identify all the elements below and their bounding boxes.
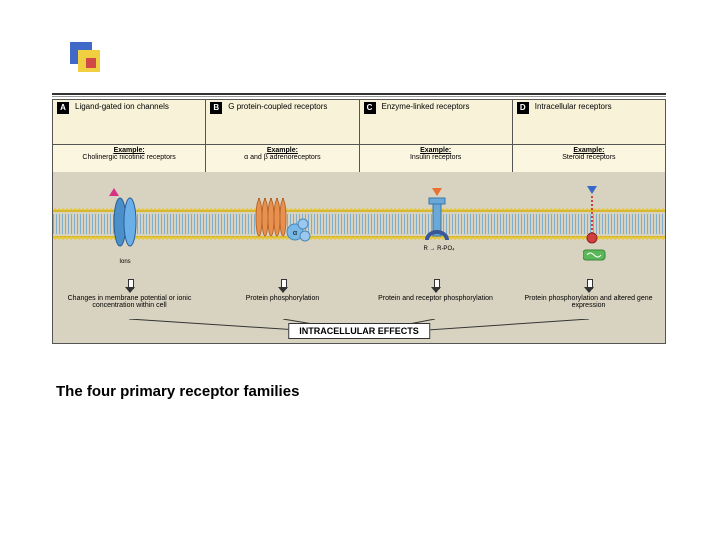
ions-label: Ions [111,259,139,265]
header-row: A Ligand-gated ion channels B G protein-… [53,100,665,144]
ligand-icon [432,188,442,196]
ligand-icon [109,188,119,196]
panel-letter: C [364,102,376,114]
example-label: Example: [55,147,203,154]
down-arrow-icon [278,279,288,293]
example-label: Example: [208,147,356,154]
logo-square-front [86,58,96,68]
gpcr-icon: α [253,190,313,255]
lipid-bilayer [53,210,665,238]
example-cell: Example: Steroid receptors [513,145,665,172]
panel-title: Intracellular receptors [517,102,661,111]
divider-thick [52,93,666,95]
down-arrow-icon [584,279,594,293]
example-text: Insulin receptors [362,154,510,161]
membrane-line-top [53,210,665,212]
example-label: Example: [515,147,663,154]
membrane-area: Ions α [53,172,665,277]
effect-cell: Changes in membrane potential or ionic c… [53,277,206,325]
divider-thin [52,96,666,97]
receptor-diagram: A Ligand-gated ion channels B G protein-… [52,99,666,344]
panel-letter: B [210,102,222,114]
example-text: α and β adrenoreceptors [208,154,356,161]
panel-title: Ligand-gated ion channels [57,102,201,111]
example-text: Cholinergic nicotinic receptors [55,154,203,161]
ligand-icon [587,186,597,194]
effect-row: Changes in membrane potential or ionic c… [53,277,665,325]
effect-cell: Protein and receptor phosphorylation [359,277,512,325]
panel-letter: A [57,102,69,114]
intracellular-row: INTRACELLULAR EFFECTS [53,325,665,343]
effect-cell: Protein phosphorylation and altered gene… [512,277,665,325]
example-text: Steroid receptors [515,154,663,161]
effect-text: Protein and receptor phosphorylation [365,295,506,302]
example-row: Example: Cholinergic nicotinic receptors… [53,144,665,172]
header-cell-c: C Enzyme-linked receptors [360,100,513,144]
example-label: Example: [362,147,510,154]
svg-text:α: α [293,230,297,237]
receptor-ion-channel: Ions [111,192,139,265]
receptor-gpcr: α [253,190,313,260]
receptor-enzyme-linked: R → R-PO₄ [423,188,459,265]
slide: A Ligand-gated ion channels B G protein-… [0,0,720,540]
panel-letter: D [517,102,529,114]
panel-title: Enzyme-linked receptors [364,102,508,111]
effect-text: Changes in membrane potential or ionic c… [59,295,200,309]
down-arrow-icon [431,279,441,293]
phospholipid-heads-bottom [53,236,665,240]
phospholipid-tails [53,214,665,234]
header-cell-a: A Ligand-gated ion channels [53,100,206,144]
ion-channel-icon [111,192,139,252]
example-cell: Example: Cholinergic nicotinic receptors [53,145,206,172]
header-cell-d: D Intracellular receptors [513,100,665,144]
example-cell: Example: Insulin receptors [360,145,513,172]
effect-cell: Protein phosphorylation [206,277,359,325]
effect-text: Protein phosphorylation [212,295,353,302]
nuclear-receptor-icon [583,186,613,266]
receptor-intracellular [583,186,613,271]
example-cell: Example: α and β adrenoreceptors [206,145,359,172]
figure-caption: The four primary receptor families [56,383,299,400]
effect-text: Protein phosphorylation and altered gene… [518,295,659,309]
phosphorylation-label: R → R-PO₄ [409,246,469,252]
header-cell-b: B G protein-coupled receptors [206,100,359,144]
intracellular-effects-label: INTRACELLULAR EFFECTS [288,323,430,339]
down-arrow-icon [125,279,135,293]
panel-title: G protein-coupled receptors [210,102,354,111]
